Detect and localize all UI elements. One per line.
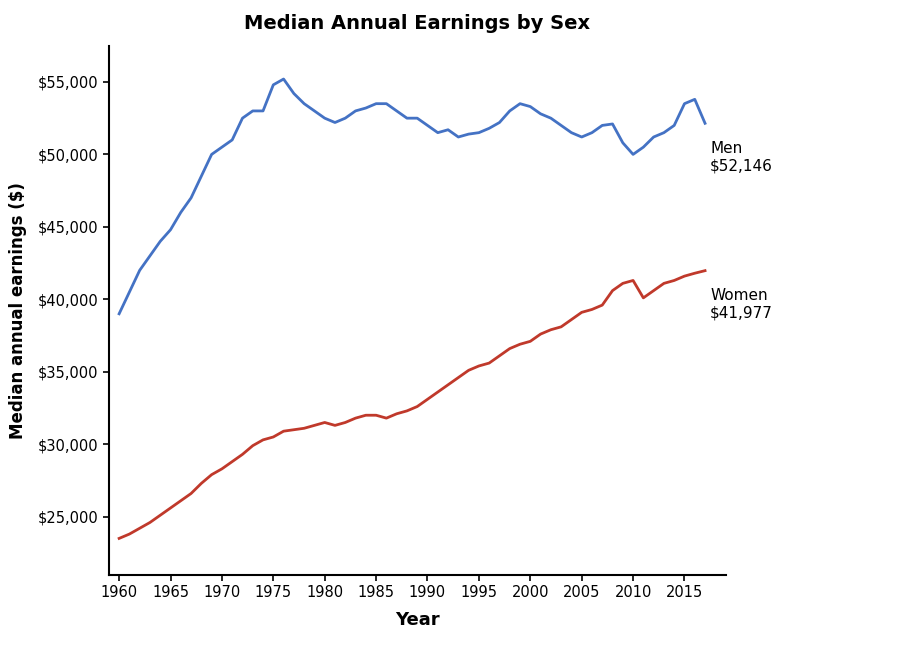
X-axis label: Year: Year — [395, 611, 440, 629]
Text: Women
$41,977: Women $41,977 — [710, 288, 773, 321]
Y-axis label: Median annual earnings ($): Median annual earnings ($) — [8, 182, 26, 439]
Text: Men
$52,146: Men $52,146 — [710, 140, 773, 173]
Title: Median Annual Earnings by Sex: Median Annual Earnings by Sex — [244, 14, 590, 33]
